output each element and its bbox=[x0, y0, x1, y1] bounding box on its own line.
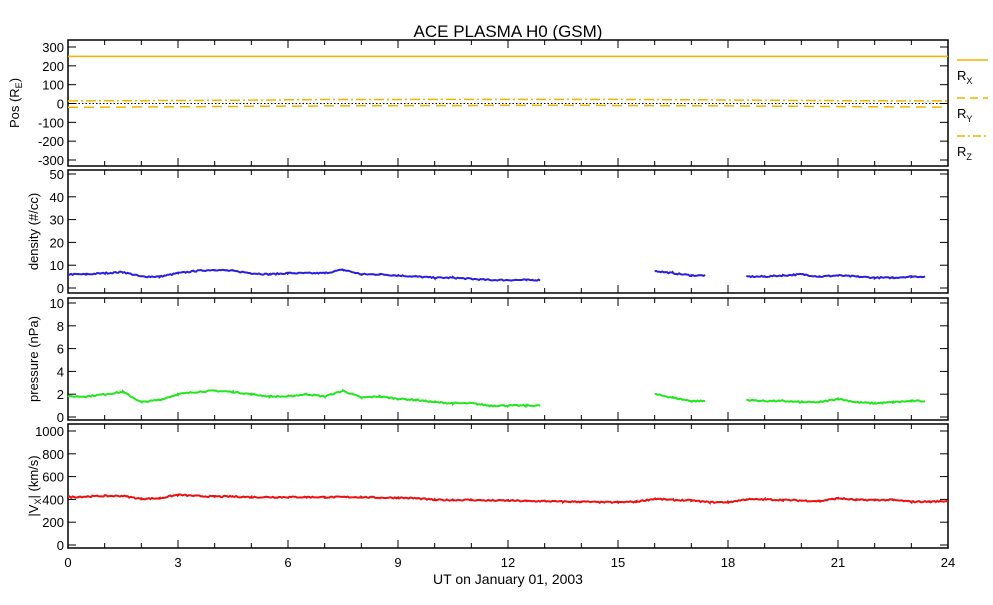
data-line bbox=[68, 390, 540, 406]
x-tick-label: 9 bbox=[394, 555, 401, 570]
x-tick-label: 24 bbox=[941, 555, 955, 570]
y-tick-label: 0 bbox=[57, 281, 64, 296]
y-tick-label: 300 bbox=[42, 40, 64, 55]
series-vx bbox=[68, 494, 948, 503]
y-tick-label: 200 bbox=[42, 515, 64, 530]
y-tick-label: 10 bbox=[50, 258, 64, 273]
y-tick-label: 800 bbox=[42, 447, 64, 462]
data-line bbox=[655, 394, 705, 402]
series-density bbox=[68, 270, 925, 281]
series-pressure bbox=[68, 390, 925, 406]
panel-1: 50 40 30 20 10 0 density (#/cc) bbox=[26, 167, 948, 296]
data-line bbox=[68, 105, 948, 107]
x-tick-label: 18 bbox=[721, 555, 735, 570]
data-line bbox=[746, 274, 925, 279]
y-tick-label: 600 bbox=[42, 470, 64, 485]
y-tick-label: 6 bbox=[57, 342, 64, 357]
data-line bbox=[68, 99, 948, 101]
y-tick-label: 2 bbox=[57, 387, 64, 402]
panel-frame bbox=[68, 170, 948, 293]
data-line bbox=[655, 271, 705, 276]
panel-frame bbox=[68, 424, 948, 548]
x-tick-label: 6 bbox=[284, 555, 291, 570]
series-rz bbox=[68, 99, 948, 101]
y-tick-label: 400 bbox=[42, 492, 64, 507]
panel-frame bbox=[68, 40, 948, 166]
y-axis-label: Pos (RE) bbox=[7, 78, 24, 128]
legend-label: RZ bbox=[957, 144, 972, 162]
chart-title: ACE PLASMA H0 (GSM) bbox=[414, 22, 603, 41]
y-tick-label: 0 bbox=[57, 538, 64, 553]
y-tick-label: 50 bbox=[50, 167, 64, 182]
y-tick-label: 0 bbox=[57, 97, 64, 112]
y-tick-label: 0 bbox=[57, 410, 64, 425]
y-tick-label: 30 bbox=[50, 213, 64, 228]
x-axis-label: UT on January 01, 2003 bbox=[433, 571, 583, 587]
y-tick-label: 20 bbox=[50, 235, 64, 250]
y-tick-label: 4 bbox=[57, 364, 64, 379]
data-line bbox=[68, 270, 540, 281]
legend-label: RX bbox=[957, 68, 972, 86]
legend-label: RY bbox=[957, 106, 972, 124]
x-axis: 0 3 6 9 12 15 18 21 24 bbox=[64, 555, 955, 570]
panel-2: 10 8 6 4 2 0 pressure (nPa) bbox=[26, 296, 948, 425]
data-line bbox=[68, 494, 948, 503]
x-tick-label: 0 bbox=[64, 555, 71, 570]
x-tick-label: 12 bbox=[501, 555, 515, 570]
y-tick-label: 200 bbox=[42, 59, 64, 74]
y-tick-label: 10 bbox=[50, 296, 64, 311]
data-line bbox=[746, 399, 925, 404]
y-tick-label: 8 bbox=[57, 319, 64, 334]
y-tick-label: -100 bbox=[38, 115, 64, 130]
y-axis-label: pressure (nPa) bbox=[26, 316, 41, 402]
y-tick-label: 1000 bbox=[35, 424, 64, 439]
y-axis-label: density (#/cc) bbox=[26, 193, 41, 270]
x-tick-label: 21 bbox=[831, 555, 845, 570]
y-tick-label: 40 bbox=[50, 190, 64, 205]
x-tick-label: 15 bbox=[611, 555, 625, 570]
y-tick-label: -200 bbox=[38, 134, 64, 149]
y-tick-label: -300 bbox=[38, 153, 64, 168]
panel-3: 1000 800 600 400 200 0 |VX| (km/s) bbox=[26, 424, 948, 553]
x-tick-label: 3 bbox=[174, 555, 181, 570]
series-ry bbox=[68, 105, 948, 107]
y-axis-label: |VX| (km/s) bbox=[26, 455, 43, 516]
panel-0: 300 200 100 0 -100 -200 -300 Pos (RE) RX RY RZ bbox=[7, 40, 988, 168]
y-tick-label: 100 bbox=[42, 78, 64, 93]
